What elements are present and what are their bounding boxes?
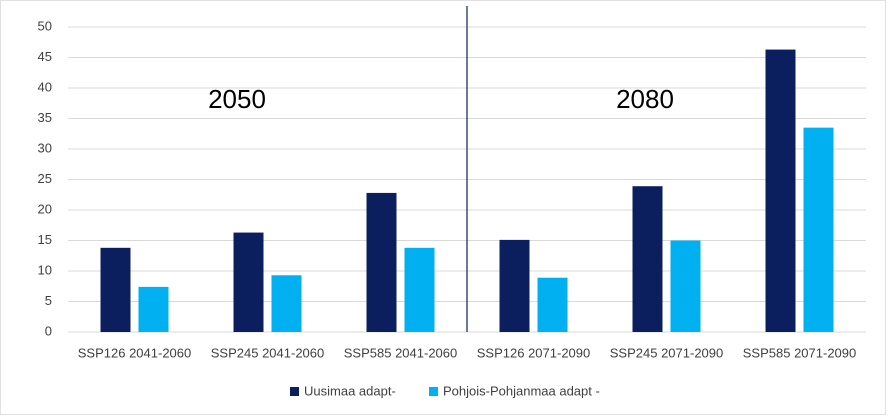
bar bbox=[404, 247, 435, 332]
y-tick-label: 35 bbox=[38, 110, 52, 125]
bar bbox=[803, 127, 834, 333]
annotation: 2080 bbox=[616, 84, 674, 114]
x-tick-label: SSP585 2041-2060 bbox=[344, 345, 457, 360]
bar bbox=[670, 240, 701, 332]
y-tick-label: 10 bbox=[38, 262, 52, 277]
legend-label: Pohjois-Pohjanmaa adapt - bbox=[443, 383, 600, 398]
y-tick-label: 25 bbox=[38, 171, 52, 186]
y-tick-label: 0 bbox=[45, 323, 52, 338]
annotation: 2050 bbox=[208, 84, 266, 114]
bar bbox=[366, 192, 397, 332]
y-tick-label: 5 bbox=[45, 293, 52, 308]
x-tick-label: SSP126 2071-2090 bbox=[477, 345, 590, 360]
bar bbox=[100, 247, 131, 332]
y-tick-label: 30 bbox=[38, 140, 52, 155]
bar bbox=[271, 275, 302, 332]
y-tick-label: 45 bbox=[38, 49, 52, 64]
bar bbox=[537, 277, 568, 332]
bar bbox=[138, 286, 169, 332]
y-tick-label: 40 bbox=[38, 79, 52, 94]
x-tick-label: SSP126 2041-2060 bbox=[78, 345, 191, 360]
y-tick-label: 50 bbox=[38, 18, 52, 33]
bar bbox=[233, 232, 264, 332]
y-tick-label: 15 bbox=[38, 232, 52, 247]
bar bbox=[499, 239, 530, 332]
legend-swatch bbox=[429, 387, 438, 396]
legend-swatch bbox=[290, 387, 299, 396]
y-tick-label: 20 bbox=[38, 201, 52, 216]
legend-label: Uusimaa adapt- bbox=[304, 383, 396, 398]
bar bbox=[632, 186, 663, 332]
x-tick-label: SSP245 2071-2090 bbox=[610, 345, 723, 360]
x-tick-label: SSP585 2071-2090 bbox=[743, 345, 856, 360]
x-tick-label: SSP245 2041-2060 bbox=[211, 345, 324, 360]
bar bbox=[765, 49, 796, 332]
